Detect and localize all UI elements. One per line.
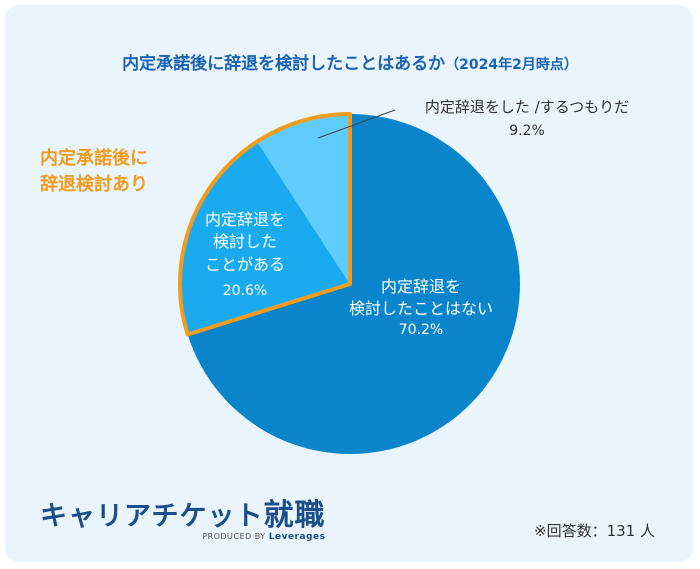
chart-title-main: 内定承諾後に辞退を検討したことはあるか — [122, 54, 446, 74]
slice-label-line: 内定辞退を — [380, 277, 461, 296]
slice-value-label: 20.6% — [222, 283, 268, 300]
chart-title-date: （2024年2月時点） — [445, 57, 578, 73]
brand-logo: キャリアチケット就職 PRODUCED BY Leverages — [40, 490, 325, 542]
logo-produced-by: PRODUCED BY — [202, 532, 266, 541]
slice-label-line: 内定辞退をした /するつもりだ — [424, 98, 630, 116]
group-label-line-1: 内定承諾後に — [40, 148, 148, 169]
chart-title: 内定承諾後に辞退を検討したことはあるか（2024年2月時点） — [0, 49, 700, 74]
slice-label-considered: 内定辞退を 検討した ことがある 20.6% — [190, 209, 300, 302]
logo-kana: キャリアチケット — [40, 501, 264, 532]
leader-line — [317, 109, 396, 139]
group-label-line-2: 辞退検討あり — [40, 174, 148, 196]
logo-kanji: 就職 — [263, 498, 326, 533]
logo-brand: Leverages — [268, 532, 326, 542]
pie-highlight-outline — [178, 112, 352, 337]
slice-label-line: 検討した — [212, 232, 277, 252]
slice-label-never-considered: 内定辞退を 検討したことはない 70.2% — [316, 276, 526, 340]
slice-label-declined: 内定辞退をした /するつもりだ 9.2% — [392, 97, 662, 142]
pie-slice-never-considered — [187, 114, 520, 454]
slice-label-line: ことがある — [204, 254, 285, 274]
slice-value-label: 70.2% — [398, 321, 444, 338]
sample-size-note: ※回答数：131 人 — [534, 522, 655, 540]
slice-value-label: 9.2% — [509, 123, 545, 139]
group-label-considered-declining: 内定承諾後に 辞退検討あり — [40, 146, 220, 198]
pie-slice-declined — [257, 114, 350, 284]
slice-label-line: 検討したことはない — [348, 299, 493, 319]
pie-slice-considered — [180, 141, 350, 335]
slice-label-line: 内定辞退を — [204, 210, 285, 229]
